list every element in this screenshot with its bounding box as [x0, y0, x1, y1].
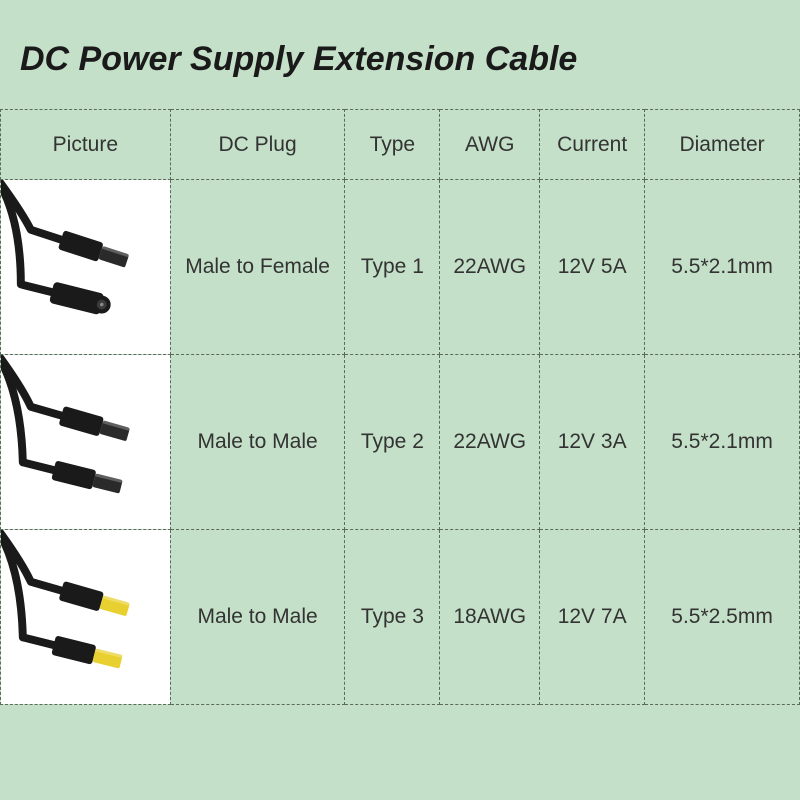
cell-awg: 22AWG	[440, 180, 540, 355]
table-header-row: Picture DC Plug Type AWG Current Diamete…	[1, 110, 800, 180]
cell-type: Type 3	[345, 530, 440, 705]
page-title: DC Power Supply Extension Cable	[0, 0, 800, 109]
cell-current: 12V 3A	[540, 355, 645, 530]
col-header-diameter: Diameter	[645, 110, 800, 180]
table-row: Male to MaleType 318AWG12V 7A5.5*2.5mm	[1, 530, 800, 705]
col-header-current: Current	[540, 110, 645, 180]
cell-diameter: 5.5*2.5mm	[645, 530, 800, 705]
cable-spec-table: Picture DC Plug Type AWG Current Diamete…	[0, 109, 800, 705]
cable-illustration	[1, 180, 170, 354]
cell-awg: 22AWG	[440, 355, 540, 530]
cell-picture	[1, 355, 171, 530]
cell-plug: Male to Male	[170, 530, 345, 705]
col-header-type: Type	[345, 110, 440, 180]
table-row: Male to MaleType 222AWG12V 3A5.5*2.1mm	[1, 355, 800, 530]
cell-type: Type 1	[345, 180, 440, 355]
col-header-plug: DC Plug	[170, 110, 345, 180]
cell-diameter: 5.5*2.1mm	[645, 355, 800, 530]
cable-illustration	[1, 355, 170, 529]
cell-current: 12V 7A	[540, 530, 645, 705]
cell-current: 12V 5A	[540, 180, 645, 355]
cell-diameter: 5.5*2.1mm	[645, 180, 800, 355]
cell-type: Type 2	[345, 355, 440, 530]
table-row: Male to FemaleType 122AWG12V 5A5.5*2.1mm	[1, 180, 800, 355]
col-header-awg: AWG	[440, 110, 540, 180]
cell-plug: Male to Female	[170, 180, 345, 355]
col-header-picture: Picture	[1, 110, 171, 180]
cable-illustration	[1, 530, 170, 704]
cell-awg: 18AWG	[440, 530, 540, 705]
cell-picture	[1, 180, 171, 355]
cell-picture	[1, 530, 171, 705]
cell-plug: Male to Male	[170, 355, 345, 530]
